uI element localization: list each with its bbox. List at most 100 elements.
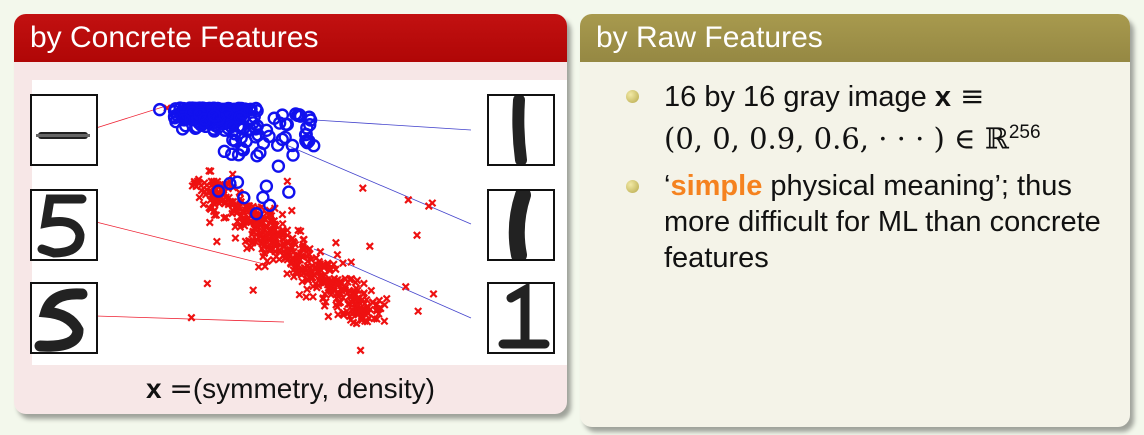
x-marker [283, 269, 292, 278]
x-marker [259, 242, 268, 251]
equals-sign: = [169, 372, 193, 405]
x-marker [298, 277, 307, 286]
digit-1-dash-image [30, 94, 98, 166]
o-marker [302, 110, 316, 124]
x-marker [343, 278, 352, 287]
x-marker [331, 265, 340, 274]
x-marker [331, 238, 340, 247]
x-marker [205, 187, 214, 196]
x-marker [324, 312, 333, 321]
x-marker [362, 295, 371, 304]
connector-line [95, 221, 265, 265]
o-marker [293, 109, 308, 123]
o-marker [153, 102, 167, 117]
o-marker [267, 111, 281, 125]
o-marker [263, 198, 277, 213]
x-marker [203, 279, 212, 288]
raw-features-title: by Raw Features [580, 14, 1130, 62]
x-marker [199, 200, 208, 209]
o-marker [231, 148, 246, 162]
x-marker [353, 286, 362, 295]
x-marker [188, 181, 197, 190]
x-marker [261, 262, 270, 271]
o-marker [251, 128, 265, 142]
x-marker [298, 242, 307, 251]
bullet-icon [626, 179, 639, 193]
x-marker [413, 231, 421, 240]
x-marker [404, 195, 413, 204]
x-marker [229, 197, 238, 206]
o-marker [233, 110, 247, 124]
x-marker [401, 282, 410, 291]
o-marker [224, 119, 239, 134]
scatter-plot [32, 80, 567, 365]
dimension-exponent: 256 [1008, 122, 1041, 143]
x-marker [248, 238, 257, 247]
digit-1-serif-image [487, 282, 555, 354]
connector-line [298, 118, 472, 131]
x-marker [289, 248, 298, 257]
x-marker [351, 278, 360, 287]
x-marker [262, 221, 271, 230]
x-marker [254, 262, 263, 271]
x-marker [326, 287, 335, 296]
o-marker [211, 184, 226, 198]
x-marker [274, 232, 283, 241]
x-marker [347, 258, 356, 267]
x-marker [352, 294, 361, 303]
x-marker [356, 346, 365, 355]
x-marker [356, 306, 365, 315]
x-marker [307, 274, 316, 283]
o-marker [177, 113, 191, 127]
x-marker [283, 177, 292, 186]
connector-line [283, 143, 472, 225]
x-marker [320, 289, 329, 298]
x-marker [316, 272, 325, 281]
x-marker [380, 317, 389, 326]
x-marker [292, 257, 301, 266]
x-marker [367, 286, 376, 295]
x-marker [429, 289, 438, 298]
x-marker [220, 213, 229, 222]
x-marker [359, 279, 368, 288]
o-marker [237, 190, 251, 205]
o-marker [270, 138, 285, 152]
o-marker [303, 118, 317, 132]
o-marker [225, 147, 239, 161]
digit-5-cursive-image [30, 282, 98, 354]
concrete-features-panel: by Concrete Features x =(symmetry, densi… [14, 14, 567, 414]
x-marker [299, 235, 308, 244]
x-marker [348, 309, 357, 318]
highlight-simple: simple [670, 169, 763, 202]
x-marker [278, 219, 287, 228]
o-marker [226, 133, 240, 147]
concrete-features-title: by Concrete Features [14, 14, 567, 62]
raw-vector: (0, 0, 0.9, 0.6, · · · ) ∈ [664, 121, 985, 156]
bullet-gray-image: 16 by 16 gray image x ≡ (0, 0, 0.9, 0.6,… [620, 78, 1120, 158]
x-marker [249, 286, 258, 295]
x-marker [213, 177, 222, 186]
x-marker [296, 264, 305, 273]
x-marker [286, 258, 295, 267]
x-marker [208, 198, 217, 207]
x-marker [187, 313, 196, 322]
x-marker [267, 211, 276, 220]
x-marker [287, 206, 296, 215]
feature-caption: x =(symmetry, density) [14, 372, 567, 405]
x-marker [288, 234, 297, 243]
x-marker [241, 237, 250, 246]
o-marker [168, 102, 183, 116]
x-marker [360, 289, 369, 297]
x-marker [195, 193, 204, 202]
image-vector-symbol: x [934, 81, 951, 113]
x-marker [298, 245, 307, 253]
x-marker [346, 287, 355, 296]
x-marker [264, 228, 273, 237]
digit-5-image [30, 189, 98, 261]
x-marker [235, 188, 244, 197]
x-marker [269, 255, 278, 264]
raw-features-panel: by Raw Features 16 by 16 gray image x ≡ … [580, 14, 1130, 427]
x-marker [278, 226, 287, 235]
x-marker [283, 246, 292, 255]
feature-caption-text: (symmetry, density) [192, 373, 435, 404]
